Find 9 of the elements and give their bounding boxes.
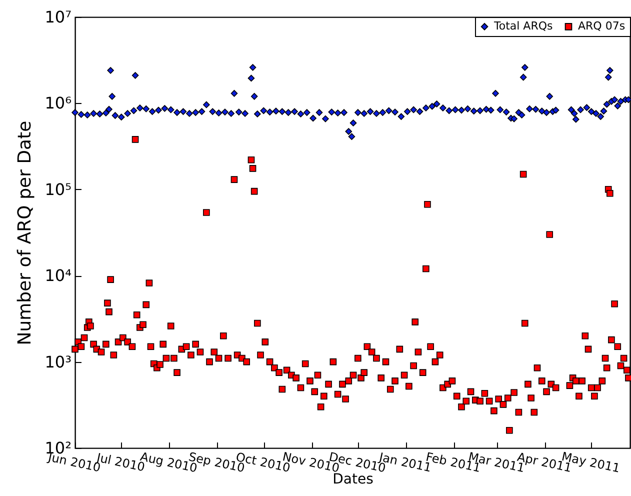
legend-label: Total ARQs (493, 20, 554, 33)
y-tick-label: 10³ (44, 352, 72, 372)
y-axis-title: Number of ARQ per Date (14, 120, 36, 346)
y-tick-label: 10⁵ (44, 180, 72, 199)
y-tick-label: 10⁴ (44, 266, 72, 286)
x-axis-title: Dates (332, 471, 374, 488)
y-tick-label: 10⁷ (44, 8, 72, 26)
y-tick-label: 10⁶ (44, 94, 72, 113)
legend-label: ARQ 07s (578, 20, 626, 33)
